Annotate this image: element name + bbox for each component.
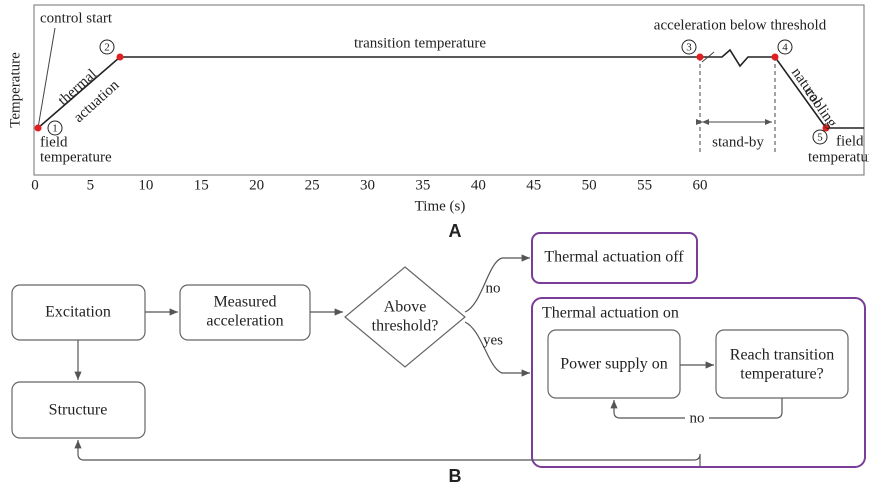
pointer — [701, 51, 715, 63]
marker: 2 — [104, 42, 110, 54]
red-point — [771, 53, 779, 61]
edge-label: no — [486, 280, 501, 296]
marker-circle — [47, 120, 63, 136]
marker: 4 — [782, 42, 788, 54]
node-label: Power supply on — [560, 356, 668, 373]
edge-label: no — [690, 410, 705, 426]
plot-frame — [33, 4, 865, 176]
edge-label: yes — [483, 332, 503, 348]
arrow — [464, 321, 530, 377]
marker: 5 — [817, 132, 823, 144]
annotation: stand-by — [712, 134, 764, 150]
marker-circle — [777, 39, 793, 55]
annotation: control start — [40, 10, 113, 26]
red-point — [822, 124, 830, 132]
node — [11, 381, 146, 439]
x-tick-label: 5 — [87, 177, 95, 193]
node-label: Excitation — [45, 304, 111, 321]
pointer — [37, 27, 56, 129]
x-axis-label: Time (s) — [415, 198, 466, 214]
y-axis-label: Temperature — [7, 52, 23, 128]
marker-circle — [812, 129, 828, 145]
decision — [344, 266, 466, 368]
node — [531, 232, 698, 284]
node-label: threshold? — [372, 318, 439, 335]
arrow — [464, 254, 530, 313]
annotation: transition temperature — [354, 35, 486, 51]
panel-label: B — [449, 466, 462, 486]
node — [547, 329, 681, 399]
annotation: field — [40, 134, 68, 150]
x-tick-label: 35 — [415, 177, 430, 193]
x-tick-label: 10 — [138, 177, 153, 193]
red-point — [116, 53, 124, 61]
x-tick-label: 50 — [582, 177, 597, 193]
red-point — [34, 124, 42, 132]
marker: 3 — [686, 42, 692, 54]
panel-b: Excitation Measured acceleration Above t… — [11, 232, 866, 486]
x-tick-label: 55 — [637, 177, 652, 193]
marker-circle — [681, 39, 697, 55]
temperature-curve — [37, 48, 864, 129]
group-label: Thermal actuation on — [542, 305, 679, 322]
annotation: acceleration below threshold — [654, 17, 827, 33]
node-label: Above — [384, 299, 427, 316]
x-tick-label: 60 — [693, 177, 708, 193]
x-tick-label: 25 — [305, 177, 320, 193]
marker-circle — [99, 39, 115, 55]
marker: 1 — [52, 123, 58, 135]
node-label: Measured — [213, 294, 276, 311]
node — [715, 329, 849, 399]
x-tick-label: 0 — [31, 177, 39, 193]
node-label: Thermal actuation off — [544, 249, 684, 266]
x-tick-label: 45 — [526, 177, 541, 193]
node-label: Structure — [49, 402, 108, 419]
annotation: temperature — [40, 149, 112, 165]
node-label: temperature? — [740, 366, 824, 383]
x-tick-label: 20 — [249, 177, 264, 193]
red-point — [696, 53, 704, 61]
annotation: field — [836, 133, 864, 149]
panel-a: 1 2 3 4 5 control start thermal actuatio… — [7, 4, 869, 241]
node-label: Reach transition — [730, 347, 834, 364]
arrow — [74, 440, 701, 467]
x-tick-label: 15 — [194, 177, 209, 193]
node-label: acceleration — [206, 313, 283, 330]
panel-label: A — [449, 221, 462, 241]
x-tick-label: 30 — [360, 177, 375, 193]
annotation: temperature — [808, 149, 869, 165]
label-bg — [685, 411, 709, 425]
x-tick-label: 40 — [471, 177, 486, 193]
